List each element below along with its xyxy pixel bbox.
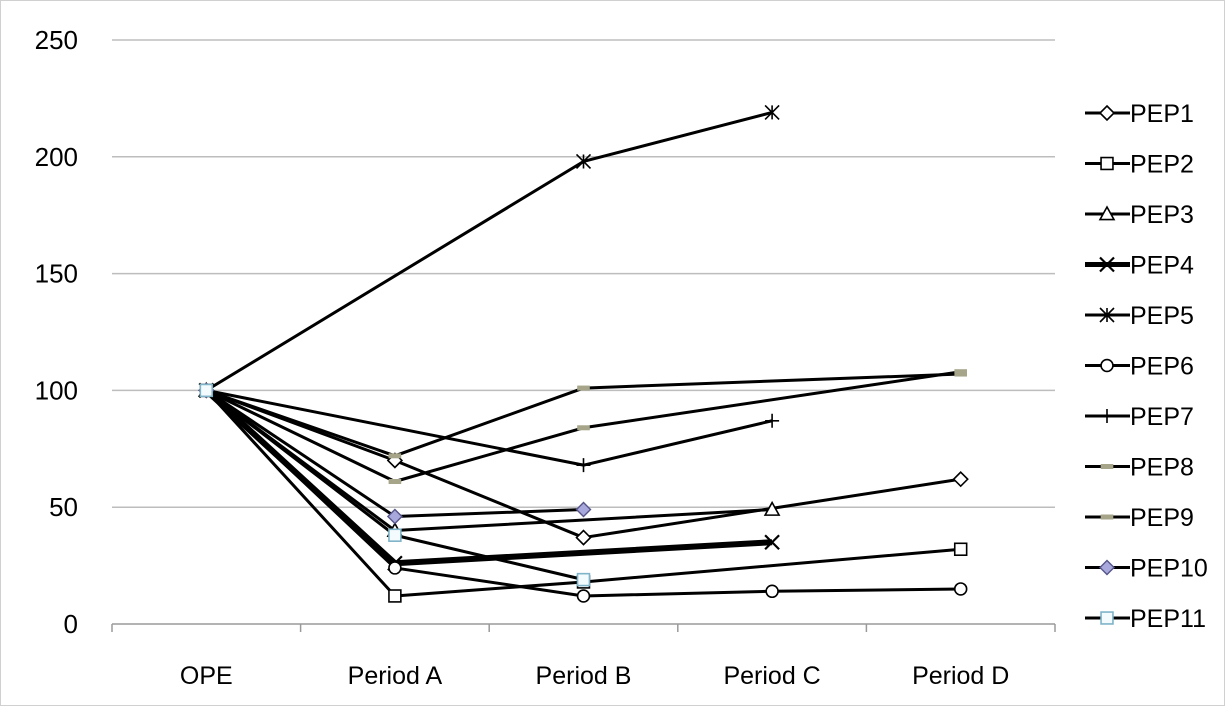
y-tick-label: 0 — [64, 609, 78, 639]
legend-marker — [1100, 358, 1114, 373]
legend: PEP1 PEP2 PEP3 PEP4 PEP5 PEP6 PEP7 PEP8 PEP9 PEP1… — [1085, 100, 1208, 633]
legend-label: PEP3 — [1130, 201, 1194, 229]
data-point — [764, 534, 780, 551]
legend-label: PEP10 — [1130, 555, 1208, 583]
series-pep9 — [200, 371, 967, 459]
legend-marker — [1099, 559, 1115, 576]
legend-item: PEP10 — [1085, 555, 1208, 583]
legend-item: PEP1 — [1085, 100, 1194, 128]
x-tick-label: Period C — [723, 662, 820, 690]
data-point — [388, 589, 402, 603]
legend-label: PEP11 — [1130, 605, 1206, 633]
x-tick-label: Period D — [912, 662, 1009, 690]
legend-item: PEP3 — [1085, 201, 1194, 229]
legend-item: PEP11 — [1085, 605, 1206, 633]
data-point — [953, 582, 968, 596]
legend-item: PEP8 — [1085, 454, 1194, 482]
legend-item: PEP5 — [1085, 302, 1194, 330]
data-point — [388, 453, 402, 459]
legend-marker — [1100, 611, 1114, 625]
series-pep11 — [199, 383, 591, 587]
data-point — [388, 479, 402, 485]
legend-marker — [1099, 307, 1115, 323]
x-tick-label: OPE — [180, 662, 233, 690]
data-point — [388, 561, 402, 575]
legend-marker — [1098, 205, 1116, 221]
legend-label: PEP7 — [1130, 403, 1194, 431]
y-tick-label: 250 — [35, 25, 78, 55]
y-tick-label: 100 — [35, 375, 78, 405]
data-point — [576, 458, 591, 473]
legend-label: PEP4 — [1130, 252, 1194, 280]
data-point — [576, 572, 591, 587]
series-line — [204, 388, 773, 567]
data-point — [765, 413, 780, 428]
series-line — [205, 370, 961, 484]
legend-label: PEP6 — [1130, 353, 1194, 381]
legend-label: PEP1 — [1130, 100, 1194, 128]
data-point — [575, 529, 592, 546]
data-point — [953, 542, 968, 556]
data-point — [763, 500, 781, 516]
legend-marker — [1100, 514, 1114, 520]
legend-marker — [1098, 104, 1116, 122]
legend-item: PEP6 — [1085, 353, 1194, 381]
data-point — [954, 371, 967, 377]
series-line — [205, 110, 773, 392]
legend-marker — [1100, 464, 1114, 469]
y-tick-label: 150 — [35, 259, 78, 289]
series-line — [205, 389, 961, 598]
data-point — [577, 425, 590, 431]
legend-marker — [1100, 409, 1114, 423]
legend-item: PEP9 — [1085, 504, 1194, 532]
data-point — [577, 385, 590, 391]
data-point — [199, 383, 214, 398]
x-tick-label: Period B — [536, 662, 632, 690]
data-point — [576, 589, 591, 603]
x-tick-label: Period A — [348, 662, 443, 690]
data-point — [765, 584, 779, 599]
data-point — [388, 528, 402, 542]
data-point — [764, 104, 780, 120]
legend-label: PEP8 — [1130, 454, 1194, 482]
series-pep5 — [198, 104, 780, 398]
legend-marker — [1100, 156, 1114, 171]
y-tick-label: 50 — [49, 492, 78, 522]
legend-item: PEP7 — [1085, 403, 1194, 431]
series-line — [205, 372, 961, 458]
series-pep6 — [199, 383, 968, 603]
legend-label: PEP9 — [1130, 504, 1194, 532]
legend-marker — [1099, 256, 1115, 273]
data-point — [575, 153, 592, 170]
legend-item: PEP2 — [1085, 151, 1194, 179]
legend-item: PEP4 — [1085, 252, 1194, 280]
legend-label: PEP2 — [1130, 151, 1194, 179]
y-tick-label: 200 — [35, 142, 78, 172]
data-point — [386, 508, 403, 525]
legend-label: PEP5 — [1130, 302, 1194, 330]
data-point — [575, 501, 592, 518]
data-point — [952, 471, 969, 488]
